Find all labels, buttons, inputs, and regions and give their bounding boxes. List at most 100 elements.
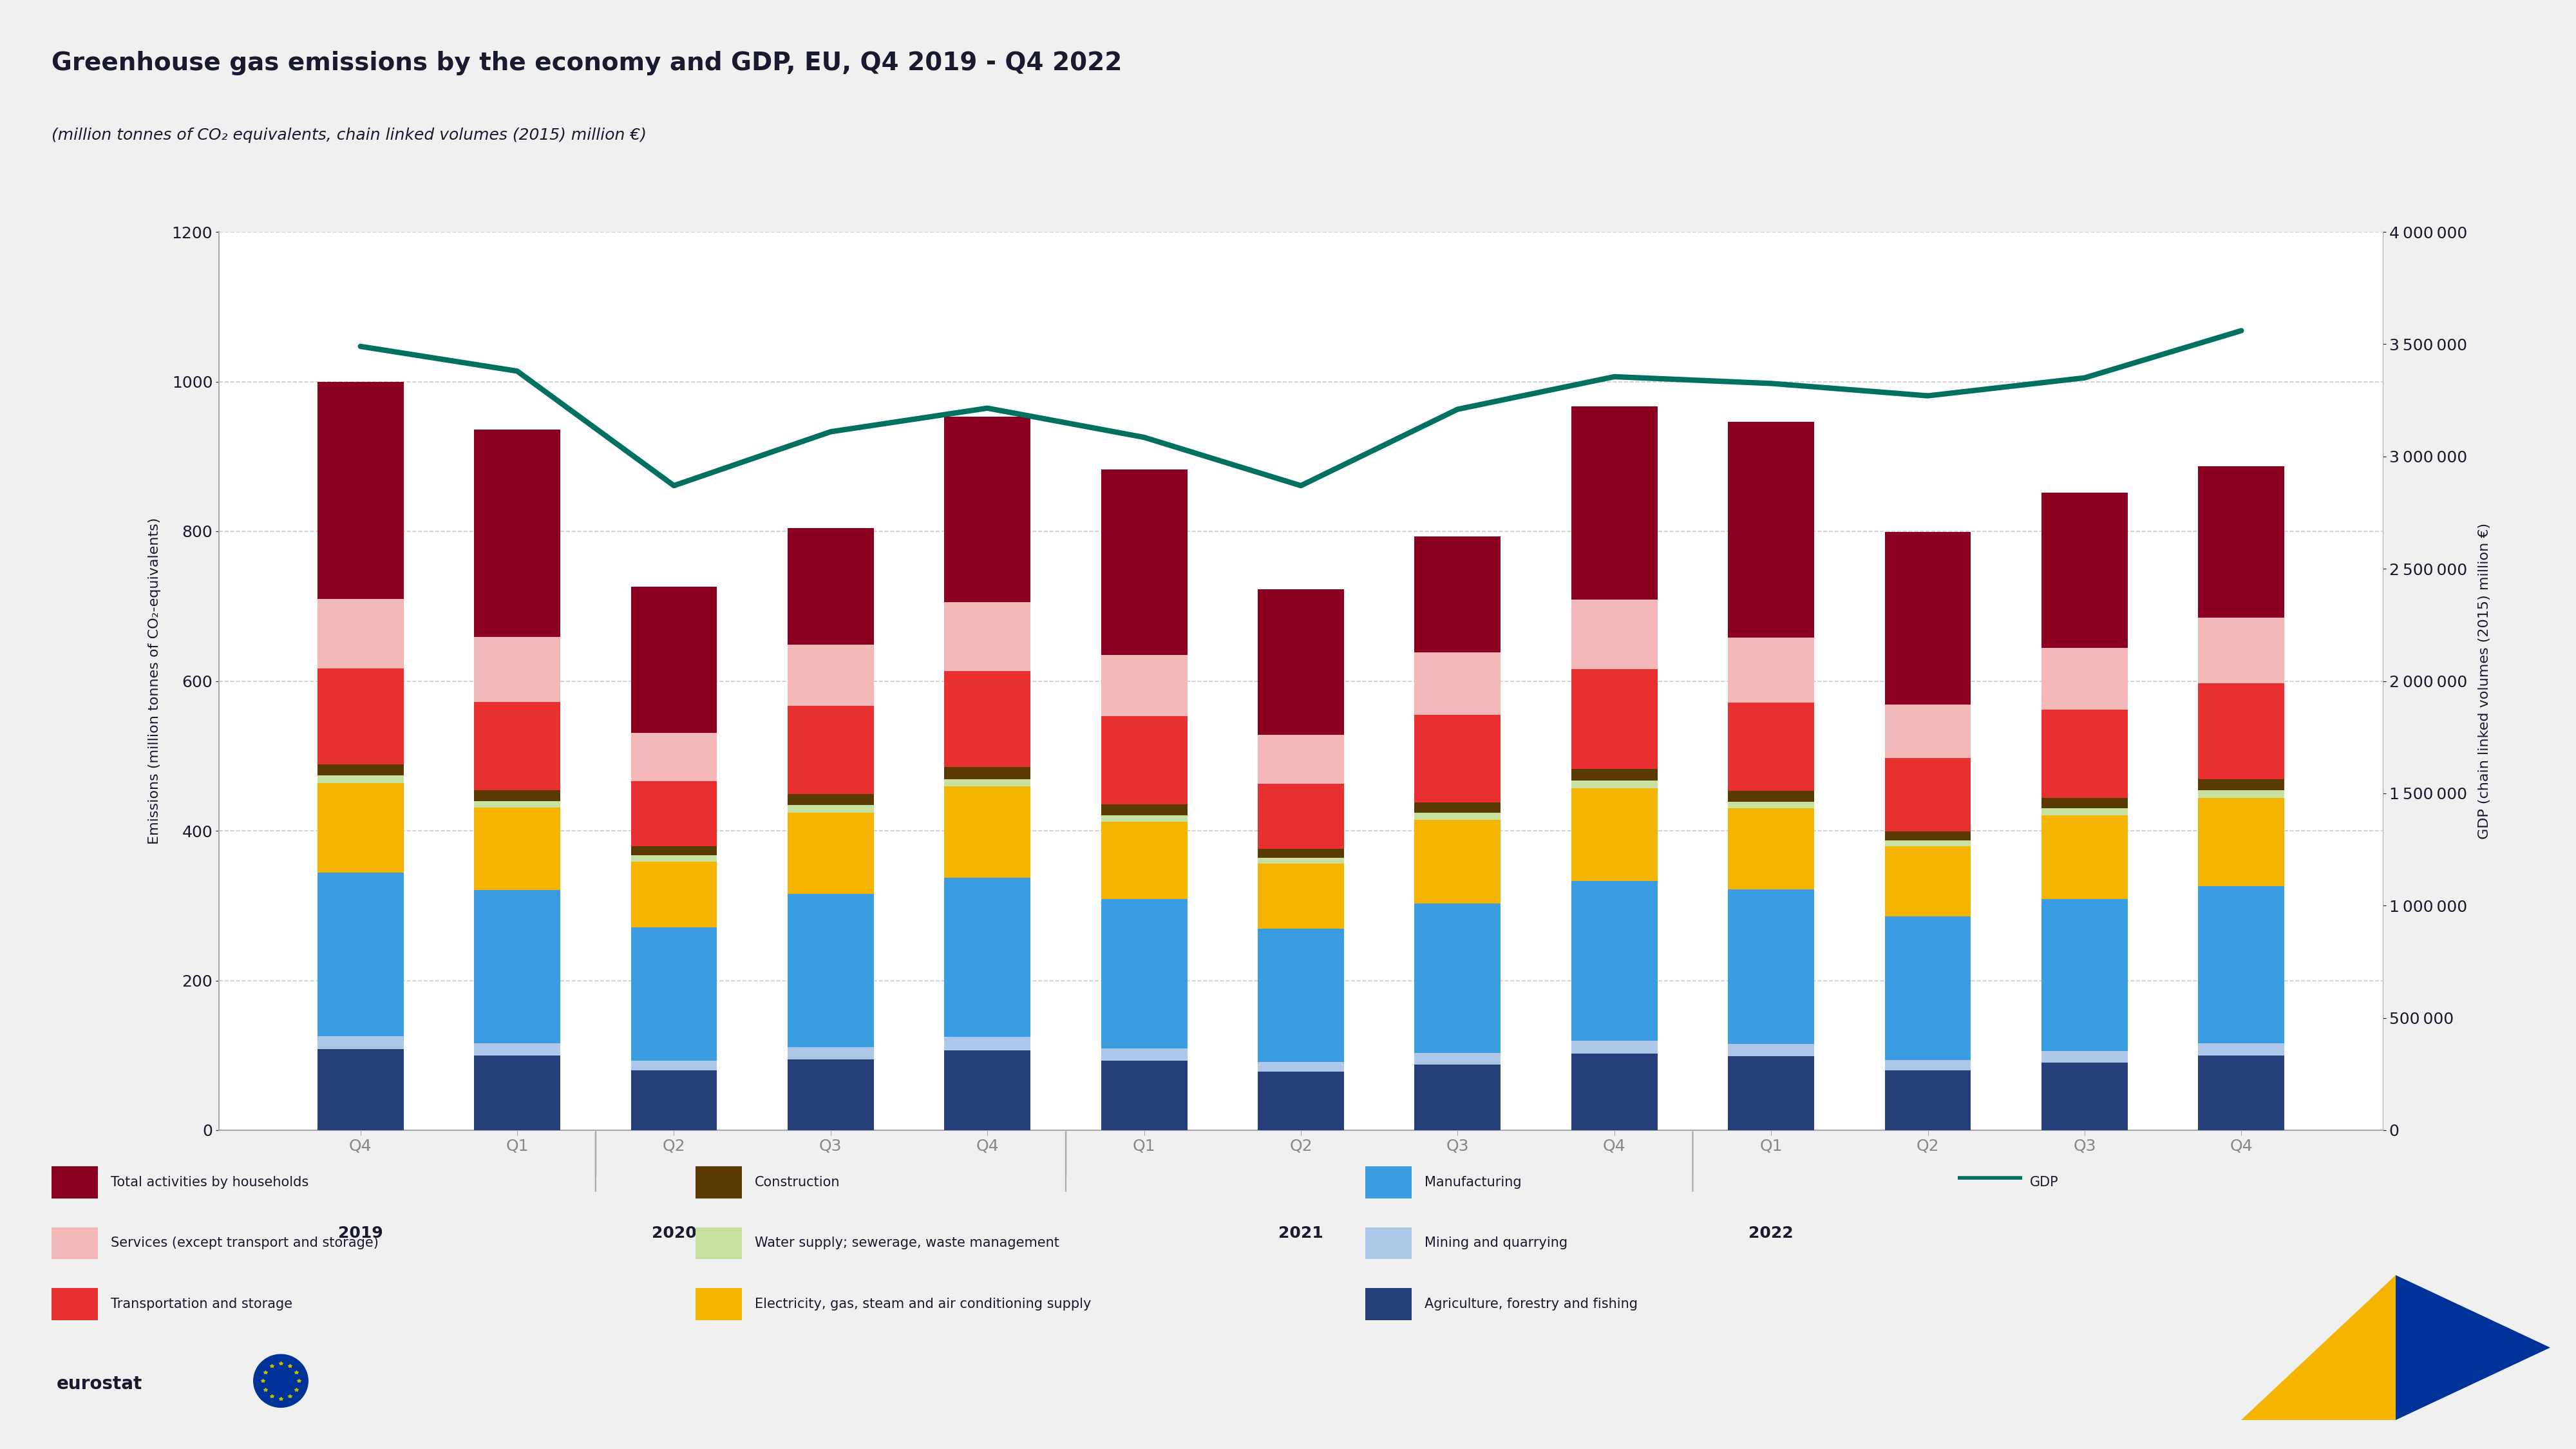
Text: Transportation and storage: Transportation and storage bbox=[111, 1298, 294, 1310]
Bar bbox=[1886, 1059, 1971, 1071]
Bar bbox=[1414, 813, 1502, 820]
Bar bbox=[317, 1049, 404, 1130]
Bar bbox=[474, 807, 559, 890]
Bar bbox=[1257, 735, 1345, 784]
Bar bbox=[2197, 1043, 2285, 1055]
Text: Electricity, gas, steam and air conditioning supply: Electricity, gas, steam and air conditio… bbox=[755, 1298, 1092, 1310]
Bar bbox=[1100, 716, 1188, 804]
Bar bbox=[788, 706, 873, 794]
Text: GDP: GDP bbox=[2030, 1177, 2058, 1188]
Bar bbox=[1886, 704, 1971, 758]
Text: eurostat: eurostat bbox=[57, 1375, 142, 1392]
Bar bbox=[1886, 758, 1971, 832]
Bar bbox=[1571, 768, 1656, 781]
Bar bbox=[788, 1048, 873, 1059]
Bar bbox=[1414, 714, 1502, 803]
Polygon shape bbox=[2396, 1275, 2550, 1420]
Bar bbox=[1571, 881, 1656, 1040]
Bar bbox=[631, 855, 716, 862]
Bar bbox=[1257, 1062, 1345, 1072]
Bar bbox=[474, 638, 559, 701]
Text: Greenhouse gas emissions by the economy and GDP, EU, Q4 2019 - Q4 2022: Greenhouse gas emissions by the economy … bbox=[52, 51, 1123, 75]
Bar bbox=[1728, 1045, 1814, 1056]
Bar bbox=[1414, 1065, 1502, 1130]
Bar bbox=[1728, 1056, 1814, 1130]
Polygon shape bbox=[2241, 1275, 2396, 1420]
Bar bbox=[1571, 669, 1656, 768]
Bar bbox=[1100, 898, 1188, 1049]
Text: 2021: 2021 bbox=[1278, 1226, 1324, 1242]
Bar bbox=[788, 813, 873, 894]
Text: 2019: 2019 bbox=[337, 1226, 384, 1242]
Bar bbox=[1571, 788, 1656, 881]
Bar bbox=[945, 780, 1030, 787]
Text: Construction: Construction bbox=[755, 1177, 840, 1188]
Bar bbox=[2043, 798, 2128, 809]
Bar bbox=[317, 598, 404, 668]
Bar bbox=[945, 1051, 1030, 1130]
Bar bbox=[2197, 467, 2285, 617]
Bar bbox=[2197, 798, 2285, 887]
Bar bbox=[1728, 422, 1814, 638]
Bar bbox=[1414, 1053, 1502, 1065]
Bar bbox=[1571, 781, 1656, 788]
Bar bbox=[945, 671, 1030, 767]
Bar bbox=[631, 587, 716, 733]
Bar bbox=[631, 1061, 716, 1071]
Bar bbox=[1728, 703, 1814, 791]
Bar bbox=[317, 764, 404, 775]
Bar bbox=[788, 806, 873, 813]
Bar bbox=[2197, 617, 2285, 684]
Y-axis label: Emissions (million tonnes of CO₂-equivalents): Emissions (million tonnes of CO₂-equival… bbox=[147, 517, 160, 845]
Bar bbox=[317, 775, 404, 782]
Bar bbox=[2197, 887, 2285, 1043]
Bar bbox=[945, 603, 1030, 671]
Text: Total activities by households: Total activities by households bbox=[111, 1177, 309, 1188]
Bar bbox=[317, 872, 404, 1036]
Bar bbox=[1257, 929, 1345, 1062]
Bar bbox=[317, 1036, 404, 1049]
Text: Agriculture, forestry and fishing: Agriculture, forestry and fishing bbox=[1425, 1298, 1638, 1310]
Bar bbox=[631, 927, 716, 1061]
Bar bbox=[1100, 804, 1188, 814]
Bar bbox=[1100, 1049, 1188, 1061]
Bar bbox=[1414, 803, 1502, 813]
Bar bbox=[1571, 406, 1656, 600]
Text: Water supply; sewerage, waste management: Water supply; sewerage, waste management bbox=[755, 1237, 1059, 1249]
Text: Mining and quarrying: Mining and quarrying bbox=[1425, 1237, 1569, 1249]
Bar bbox=[1886, 916, 1971, 1059]
Bar bbox=[631, 862, 716, 927]
Bar bbox=[1571, 600, 1656, 669]
Bar bbox=[945, 767, 1030, 780]
Bar bbox=[1728, 638, 1814, 703]
Bar bbox=[1100, 1061, 1188, 1130]
Bar bbox=[1414, 903, 1502, 1053]
Bar bbox=[1571, 1040, 1656, 1053]
Bar bbox=[788, 794, 873, 806]
Bar bbox=[474, 1055, 559, 1130]
Bar bbox=[1886, 532, 1971, 704]
Bar bbox=[1100, 469, 1188, 655]
Bar bbox=[317, 782, 404, 872]
Bar bbox=[1728, 809, 1814, 890]
Text: 2020: 2020 bbox=[652, 1226, 696, 1242]
Bar bbox=[1728, 801, 1814, 809]
Bar bbox=[317, 381, 404, 598]
Bar bbox=[1886, 832, 1971, 840]
Circle shape bbox=[252, 1355, 309, 1407]
Bar bbox=[2197, 684, 2285, 780]
Bar bbox=[788, 894, 873, 1048]
Bar bbox=[945, 1036, 1030, 1051]
Bar bbox=[1257, 864, 1345, 929]
Bar bbox=[474, 890, 559, 1043]
Bar bbox=[1100, 655, 1188, 716]
Bar bbox=[2043, 1064, 2128, 1130]
Bar bbox=[474, 701, 559, 790]
Text: Services (except transport and storage): Services (except transport and storage) bbox=[111, 1237, 379, 1249]
Text: (million tonnes of CO₂ equivalents, chain linked volumes (2015) million €): (million tonnes of CO₂ equivalents, chai… bbox=[52, 128, 647, 143]
Bar bbox=[2043, 814, 2128, 898]
Bar bbox=[1100, 822, 1188, 898]
Bar bbox=[2197, 780, 2285, 790]
Bar bbox=[2043, 1051, 2128, 1064]
Bar bbox=[788, 1059, 873, 1130]
